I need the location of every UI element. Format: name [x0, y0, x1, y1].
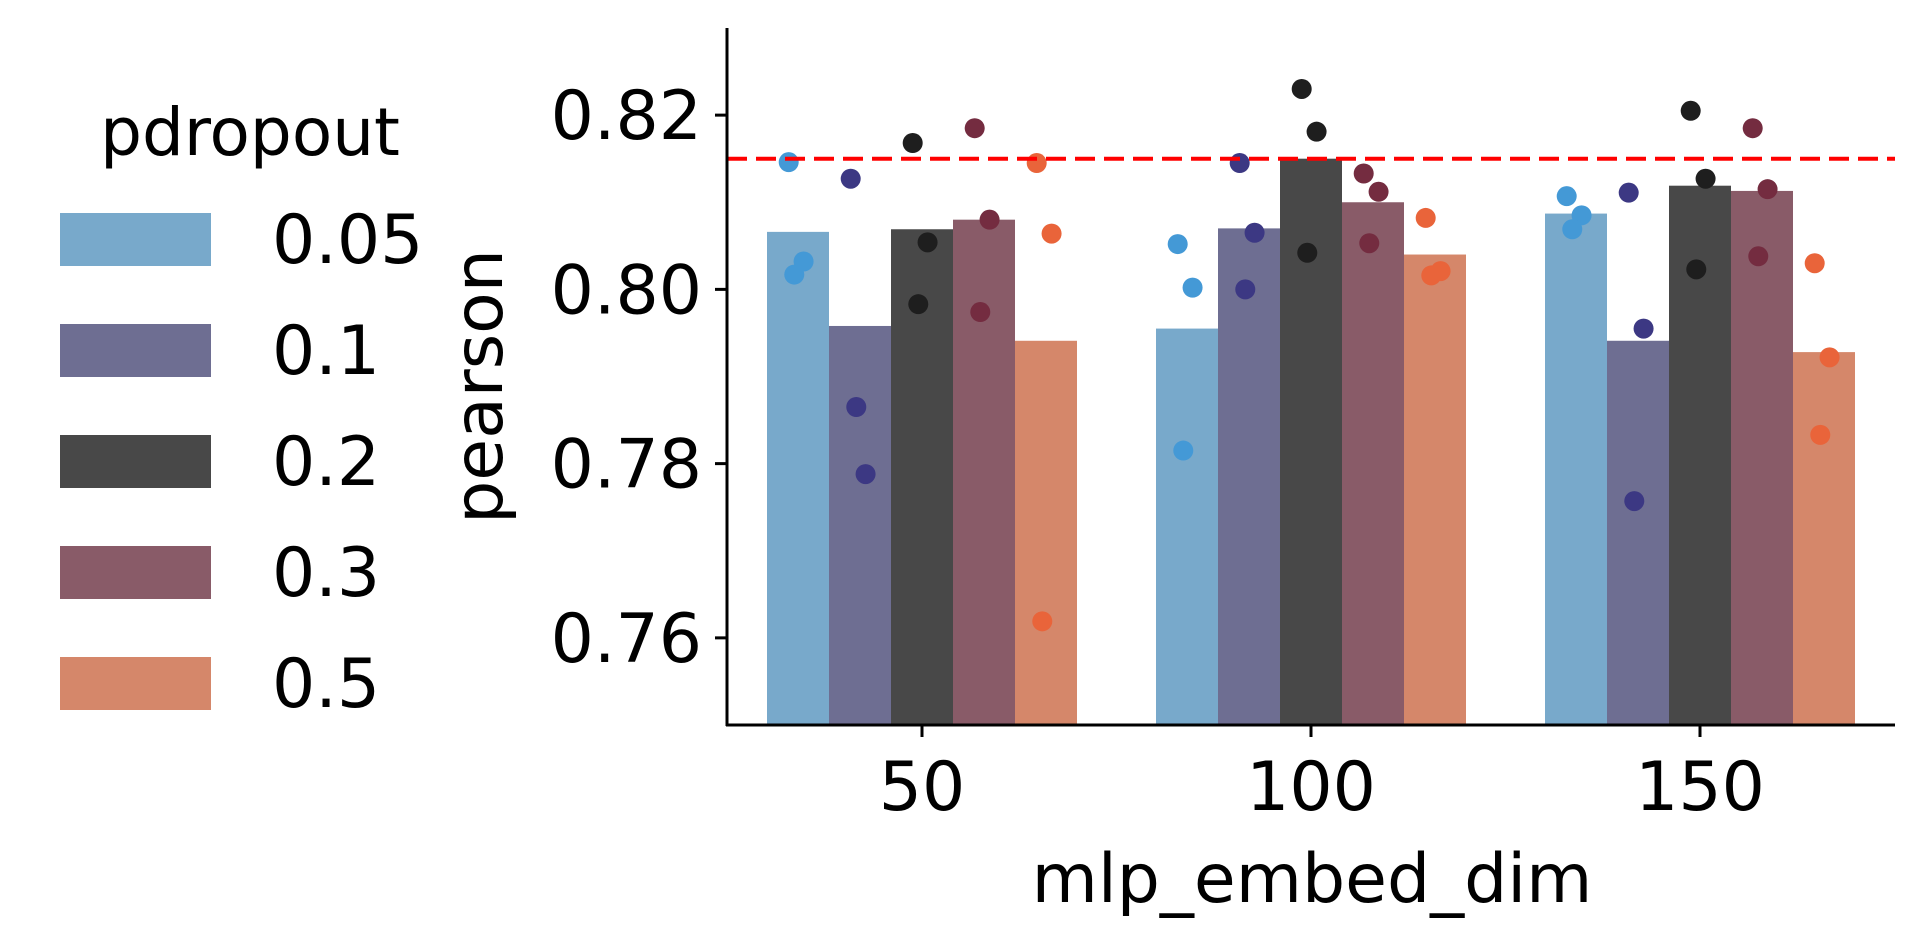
- point-0.5-50-2: [1041, 223, 1062, 244]
- point-0.2-50-2: [917, 232, 938, 253]
- bar-0.3-150: [1731, 190, 1793, 725]
- legend: pdropout 0.05 0.1 0.2 0.3 0.5: [60, 94, 423, 724]
- point-0.1-150-3: [1624, 491, 1645, 512]
- point-0.3-100-3: [1359, 233, 1380, 254]
- bars-layer: [767, 158, 1855, 726]
- point-0.5-100-1: [1415, 207, 1436, 228]
- point-0.5-100-3: [1421, 265, 1442, 286]
- bar-0.5-50: [1015, 340, 1077, 725]
- point-0.1-100-2: [1244, 222, 1265, 243]
- point-0.05-100-2: [1182, 277, 1203, 298]
- point-0.05-150-3: [1562, 219, 1583, 240]
- legend-label-0.2: 0.2: [272, 423, 380, 502]
- point-0.1-50-1: [840, 168, 861, 189]
- point-0.1-150-2: [1633, 318, 1654, 339]
- point-0.2-50-3: [908, 294, 929, 315]
- axes: 0.76 0.78 0.80 0.82 50 100 150: [551, 28, 1895, 827]
- point-0.3-150-2: [1757, 179, 1778, 200]
- legend-swatch-0.05: [60, 213, 211, 266]
- legend-title: pdropout: [100, 94, 400, 171]
- point-0.05-100-3: [1173, 440, 1194, 461]
- x-tick-label-100: 100: [1246, 748, 1376, 827]
- legend-label-0.3: 0.3: [272, 534, 380, 613]
- point-0.1-100-1: [1229, 153, 1250, 174]
- y-tick-label-0.78: 0.78: [551, 426, 702, 505]
- y-tick-label-0.76: 0.76: [551, 600, 702, 679]
- y-axis-label: pearson: [440, 249, 519, 524]
- bar-0.1-50: [829, 325, 891, 725]
- legend-swatch-0.5: [60, 657, 211, 710]
- x-axis-label: mlp_embed_dim: [1032, 840, 1593, 919]
- point-0.05-100-1: [1167, 234, 1188, 255]
- bar-0.05-50: [767, 231, 829, 725]
- point-0.5-50-1: [1026, 153, 1047, 174]
- x-tick-label-50: 50: [879, 748, 966, 827]
- point-0.5-150-2: [1819, 347, 1840, 368]
- point-0.2-150-3: [1686, 259, 1707, 280]
- point-0.2-50-1: [902, 133, 923, 154]
- legend-swatch-0.2: [60, 435, 211, 488]
- point-0.1-50-3: [846, 396, 867, 417]
- bar-0.3-100: [1342, 202, 1404, 725]
- point-0.2-100-2: [1306, 121, 1327, 142]
- point-0.3-150-1: [1742, 118, 1763, 139]
- legend-label-0.5: 0.5: [272, 645, 380, 724]
- point-0.3-50-2: [979, 209, 1000, 230]
- point-0.5-150-3: [1810, 424, 1831, 445]
- legend-label-0.1: 0.1: [272, 312, 380, 391]
- legend-swatch-0.1: [60, 324, 211, 377]
- y-tick-label-0.82: 0.82: [551, 77, 702, 156]
- point-0.3-100-2: [1368, 181, 1389, 202]
- point-0.2-100-1: [1291, 78, 1312, 99]
- point-0.3-150-3: [1748, 246, 1769, 267]
- point-0.3-100-1: [1353, 163, 1374, 184]
- point-0.5-150-1: [1804, 253, 1825, 274]
- bar-0.1-150: [1607, 340, 1669, 725]
- bar-0.05-150: [1545, 213, 1607, 726]
- bar-0.1-100: [1218, 228, 1280, 725]
- point-0.1-50-2: [855, 464, 876, 485]
- legend-label-0.05: 0.05: [272, 201, 423, 280]
- point-0.2-100-3: [1297, 242, 1318, 263]
- y-tick-label-0.80: 0.80: [551, 251, 702, 330]
- legend-swatch-0.3: [60, 546, 211, 599]
- bar-0.3-50: [953, 219, 1015, 726]
- bar-0.05-100: [1156, 328, 1218, 725]
- points-layer: [778, 78, 1840, 632]
- bar-0.5-100: [1404, 254, 1466, 725]
- point-0.05-150-1: [1556, 186, 1577, 207]
- point-0.2-150-1: [1680, 100, 1701, 121]
- point-0.1-100-3: [1235, 279, 1256, 300]
- bar-0.5-150: [1793, 352, 1855, 725]
- point-0.3-50-1: [964, 118, 985, 139]
- point-0.2-150-2: [1695, 168, 1716, 189]
- point-0.5-50-3: [1032, 611, 1053, 632]
- x-tick-label-150: 150: [1635, 748, 1765, 827]
- point-0.05-50-3: [784, 264, 805, 285]
- point-0.1-150-1: [1618, 182, 1639, 203]
- point-0.3-50-3: [970, 302, 991, 323]
- point-0.05-50-1: [778, 152, 799, 173]
